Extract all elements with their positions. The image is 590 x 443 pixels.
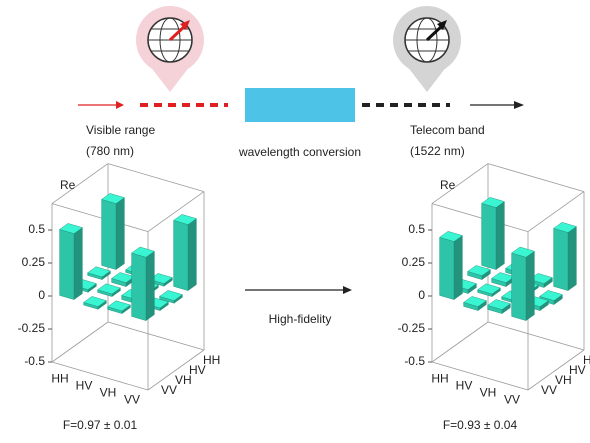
fidelity-arrow: [245, 286, 352, 294]
z-tick-label: 0.25: [22, 255, 46, 269]
bar-side: [188, 219, 196, 291]
right-wavelength: (1522 nm): [410, 144, 465, 158]
box-edge: [432, 322, 488, 362]
bar-front: [60, 229, 74, 299]
bar-front: [440, 237, 454, 299]
bar-side: [454, 236, 462, 300]
z-tick-label: 0.5: [28, 222, 45, 236]
z-tick-label: 0.25: [402, 255, 426, 269]
depth-tick-label: VH: [175, 373, 192, 387]
bar-front: [482, 203, 496, 269]
bar-front: [102, 199, 116, 269]
bar: [108, 301, 131, 314]
x-tick-label: VV: [124, 393, 140, 407]
x-tick-label: VH: [100, 386, 117, 400]
fidelity-caption: F=0.93 ± 0.04: [443, 418, 518, 432]
bar: [60, 223, 83, 299]
box-edge: [488, 164, 584, 192]
arrow-label: High-fidelity: [269, 312, 332, 326]
z-axis-label: Re: [440, 178, 456, 192]
telecom-beam: [362, 101, 524, 109]
bar-side: [568, 227, 576, 291]
bar-front: [512, 253, 526, 321]
bar: [112, 272, 135, 286]
box-edge: [52, 322, 108, 362]
bar-front: [132, 253, 146, 321]
visible-globe: [136, 6, 204, 92]
bar-front: [554, 228, 568, 290]
z-tick-label: -0.25: [18, 321, 46, 335]
bar: [132, 247, 155, 321]
fidelity-caption: F=0.97 ± 0.01: [63, 418, 138, 432]
box-edge: [488, 322, 584, 350]
bar: [482, 197, 505, 269]
bar: [512, 247, 535, 321]
z-tick-label: 0: [38, 288, 45, 302]
left-label: Visible range: [86, 123, 155, 137]
bar: [468, 265, 491, 279]
bar: [98, 284, 121, 297]
z-tick-label: -0.5: [404, 354, 425, 368]
x-tick-label: VV: [504, 393, 520, 407]
right-label: Telecom band: [410, 123, 485, 137]
figure: Visible range (780 nm) wavelength conver…: [0, 0, 590, 438]
depth-tick-label: VH: [555, 373, 572, 387]
z-tick-label: -0.5: [24, 354, 45, 368]
z-tick-label: 0.5: [408, 222, 425, 236]
bar: [440, 231, 463, 299]
bar: [84, 296, 107, 309]
bar-side: [496, 202, 504, 270]
bar: [488, 299, 511, 313]
conversion-label: wavelength conversion: [238, 145, 361, 159]
x-tick-label: HV: [76, 379, 93, 393]
depth-tick-label: VV: [541, 383, 557, 397]
bar: [102, 193, 125, 269]
bar: [464, 296, 487, 310]
converter: [245, 88, 355, 122]
bar-side: [116, 198, 124, 270]
box-edge: [528, 192, 584, 232]
x-tick-label: HV: [456, 379, 473, 393]
x-tick-label: HH: [431, 372, 448, 386]
z-axis-label: Re: [60, 178, 76, 192]
bar-side: [74, 228, 82, 300]
depth-tick-label: VV: [161, 383, 177, 397]
telecom-globe: [393, 6, 461, 92]
box-edge: [432, 204, 528, 232]
visible-beam: [78, 101, 228, 109]
bar: [478, 284, 501, 297]
x-tick-label: VH: [480, 386, 497, 400]
x-tick-label: HH: [51, 372, 68, 386]
bar: [88, 267, 111, 280]
chart: 0.50.250-0.25-0.5ReHHHVVHVVHHHVVHVVF=0.9…: [398, 164, 590, 433]
z-tick-label: 0: [418, 288, 425, 302]
bar: [554, 222, 577, 290]
bar-front: [174, 220, 188, 290]
left-wavelength: (780 nm): [86, 144, 134, 158]
z-tick-label: -0.25: [398, 321, 426, 335]
bar-side: [526, 251, 534, 320]
bar: [174, 214, 197, 290]
box-edge: [108, 322, 204, 350]
box-edge: [108, 164, 204, 192]
bar-side: [146, 251, 154, 320]
bar: [492, 272, 515, 286]
